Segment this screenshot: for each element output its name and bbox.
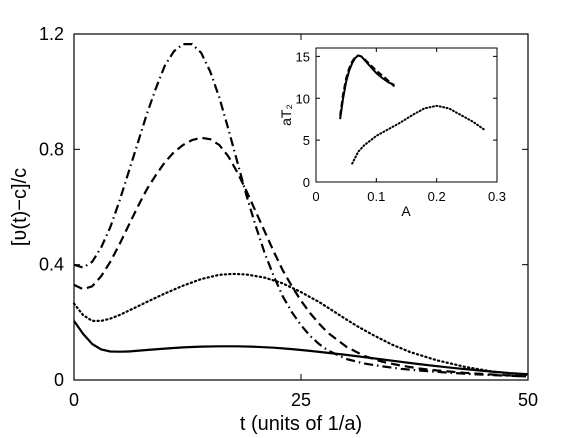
inset-ticks: 0 0.1 0.2 0.3 0 5 10 15 [296, 48, 506, 204]
main-y-axis-label: [ʋ(t)−c]/c [9, 168, 31, 246]
main-x-tick-label: 50 [518, 390, 538, 410]
main-x-axis-label: t (units of 1/a) [240, 413, 362, 435]
main-y-tick-label: 0.8 [39, 139, 64, 159]
main-curve-dotted-1 [72, 272, 530, 377]
inset-y-tick-label: 15 [296, 49, 310, 64]
inset-y-axis-label: aT₂ [278, 104, 294, 126]
inset-curve-dotted-2 [351, 104, 486, 165]
main-curve-dashdot-3 [73, 43, 529, 378]
inset-curves [339, 54, 486, 165]
inset-x-axis-label: A [401, 203, 411, 219]
inset-plot: 0 0.1 0.2 0.3 0 5 10 15 A aT₂ [278, 47, 506, 219]
main-curves [72, 43, 530, 378]
inset-x-tick-label: 0 [312, 189, 319, 204]
inset-y-tick-label: 10 [296, 91, 310, 106]
inset-x-tick-label: 0.3 [488, 189, 506, 204]
main-y-tick-label: 1.2 [39, 24, 64, 44]
inset-curve-dashed-1 [339, 54, 396, 116]
main-x-tick-label: 25 [291, 390, 311, 410]
inset-y-tick-label: 0 [303, 175, 310, 190]
inset-plot-frame [315, 47, 498, 183]
main-y-tick-label: 0.4 [39, 255, 64, 275]
main-y-tick-label: 0 [54, 370, 64, 390]
main-curve-solid-0 [73, 320, 529, 376]
inset-x-tick-label: 0.2 [428, 189, 446, 204]
inset-y-tick-label: 5 [303, 133, 310, 148]
main-x-tick-label: 0 [69, 390, 79, 410]
inset-x-tick-label: 0.1 [367, 189, 385, 204]
